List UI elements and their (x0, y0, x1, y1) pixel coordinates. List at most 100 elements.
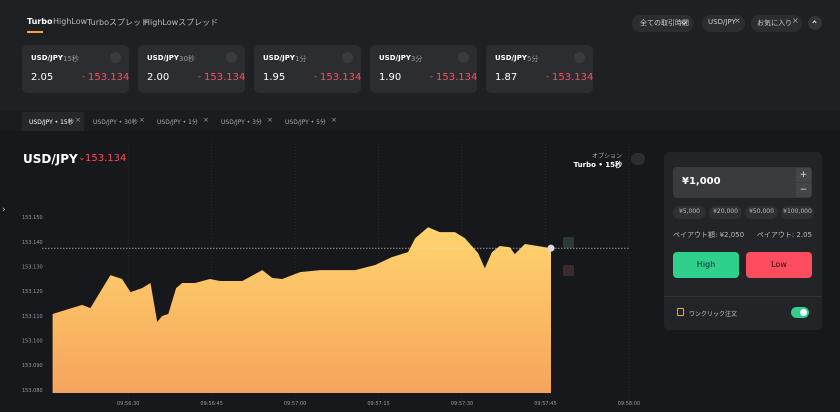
zoom-down[interactable] (563, 265, 574, 276)
card-arrow: - (546, 72, 550, 82)
star-button[interactable] (458, 52, 469, 63)
card-payout: 2.00 (147, 72, 170, 83)
y-tick-label: 153.090 (22, 363, 43, 369)
toggle-knob (800, 309, 807, 316)
plus-button[interactable]: + (796, 168, 811, 182)
close-icon: × (792, 16, 799, 25)
nav-tab[interactable]: HighLowスプレッド (144, 18, 219, 27)
y-tick-label: 153.140 (22, 240, 43, 246)
card-payout: 1.95 (263, 72, 286, 83)
chart: 09:56:30 09:56:45 09:57:00 09:57:15 09:57:30… (22, 141, 640, 407)
close-icon: × (331, 116, 337, 124)
card-pair: USD/JPY (31, 54, 63, 62)
quick-amount[interactable] (673, 206, 706, 219)
option-label: オプション (591, 153, 622, 160)
chart-tab[interactable]: USD/JPY • 15秒 (29, 119, 74, 126)
quick-amount[interactable] (745, 206, 778, 219)
card-period: 1分 (295, 55, 307, 63)
x-tick-label: 09:57:15 (367, 401, 389, 407)
symbol-pill[interactable] (702, 15, 745, 32)
nav-tab[interactable]: Turboスプレッド (87, 18, 150, 27)
payout-rate: ペイアウト: 2.05 (756, 231, 812, 239)
separator (664, 296, 822, 297)
one-click: ワンクリック注文 (689, 311, 738, 318)
card-period: 5分 (527, 55, 539, 63)
y-tick-label: 153.130 (22, 264, 43, 270)
tab-bar (0, 110, 840, 131)
more-button[interactable] (631, 153, 645, 165)
card-pair: USD/JPY (263, 54, 295, 62)
side-toggle[interactable]: › (2, 205, 6, 215)
quick-amount-text: ¥50,000 (749, 208, 774, 215)
card-price: 153.134 (204, 72, 246, 83)
star-button[interactable] (110, 52, 121, 63)
amount: ¥1,000 (682, 176, 721, 187)
one-click-icon (677, 308, 684, 316)
close-icon: × (267, 116, 273, 124)
card-payout: 1.87 (495, 72, 518, 83)
price-arrow: ⌄ (78, 153, 86, 163)
area (52, 227, 551, 393)
card-pair: USD/JPY (495, 54, 527, 62)
low-button[interactable] (746, 252, 812, 278)
star-button[interactable] (342, 52, 353, 63)
card-arrow: - (82, 72, 86, 82)
filter-pill[interactable] (632, 15, 694, 32)
fav-pill[interactable] (751, 15, 802, 32)
option-name: Turbo • 15秒 (573, 161, 622, 169)
card-period: 3分 (411, 55, 423, 63)
chart-tab[interactable]: USD/JPY • 5分 (285, 119, 326, 126)
chart-price: 153.134 (85, 153, 127, 164)
chart-tab[interactable]: USD/JPY • 3分 (221, 119, 262, 126)
tab-active (22, 112, 84, 131)
y-tick-label: 153.120 (22, 289, 43, 295)
filter-text: 全ての取引時間 (640, 19, 689, 27)
x-tick-label: 09:58:00 (618, 401, 640, 407)
quick-amount[interactable] (781, 206, 814, 219)
y-tick-label: 153.100 (22, 338, 43, 344)
quick-amount[interactable] (709, 206, 742, 219)
nav-tab[interactable]: Turbo (27, 17, 53, 26)
minus-button[interactable]: − (796, 183, 811, 197)
card-period: 15秒 (63, 55, 79, 63)
collapse-button[interactable] (808, 16, 822, 30)
card-arrow: - (430, 72, 434, 82)
star-button[interactable] (574, 52, 585, 63)
nav-tab[interactable]: HighLow (53, 17, 88, 26)
chart-tab[interactable]: USD/JPY • 30秒 (93, 119, 138, 126)
x-tick-label: 09:56:30 (117, 401, 139, 407)
payout-amount: ペイアウト額: ¥2,050 (673, 231, 745, 239)
nav-underline (27, 31, 43, 33)
card-payout: 1.90 (379, 72, 402, 83)
star-button[interactable] (226, 52, 237, 63)
chart-tab[interactable]: USD/JPY • 1分 (157, 119, 198, 126)
card-arrow: - (198, 72, 202, 82)
card-price: 153.134 (436, 72, 478, 83)
x-tick-label: 09:57:30 (451, 401, 473, 407)
symbol-text: USD/JPY (708, 18, 736, 26)
card-period: 30秒 (179, 55, 195, 63)
y-tick-label: 153.080 (22, 388, 43, 394)
y-tick-label: 153.110 (22, 314, 43, 320)
card-price: 153.134 (552, 72, 594, 83)
chart-symbol: USD/JPY (23, 152, 78, 166)
quick-amount-text: ¥20,000 (713, 208, 738, 215)
card-arrow: - (314, 72, 318, 82)
close-icon: × (75, 116, 81, 124)
card-payout: 2.05 (31, 72, 54, 83)
amount-box[interactable] (673, 167, 812, 198)
high-button[interactable] (673, 252, 739, 278)
close-icon: × (139, 116, 145, 124)
zoom-up[interactable] (563, 237, 574, 248)
quick-amount-text: ¥100,000 (783, 208, 812, 215)
x-tick-label: 09:57:00 (284, 401, 306, 407)
high-text: High (696, 260, 716, 269)
x-tick-label: 09:57:45 (534, 401, 556, 407)
low-text: Low (771, 260, 787, 269)
fav-text: お気に入り (757, 19, 792, 27)
card-price: 153.134 (88, 72, 130, 83)
card-price: 153.134 (320, 72, 362, 83)
x-tick-label: 09:56:45 (200, 401, 222, 407)
current-price-dot (547, 244, 555, 252)
